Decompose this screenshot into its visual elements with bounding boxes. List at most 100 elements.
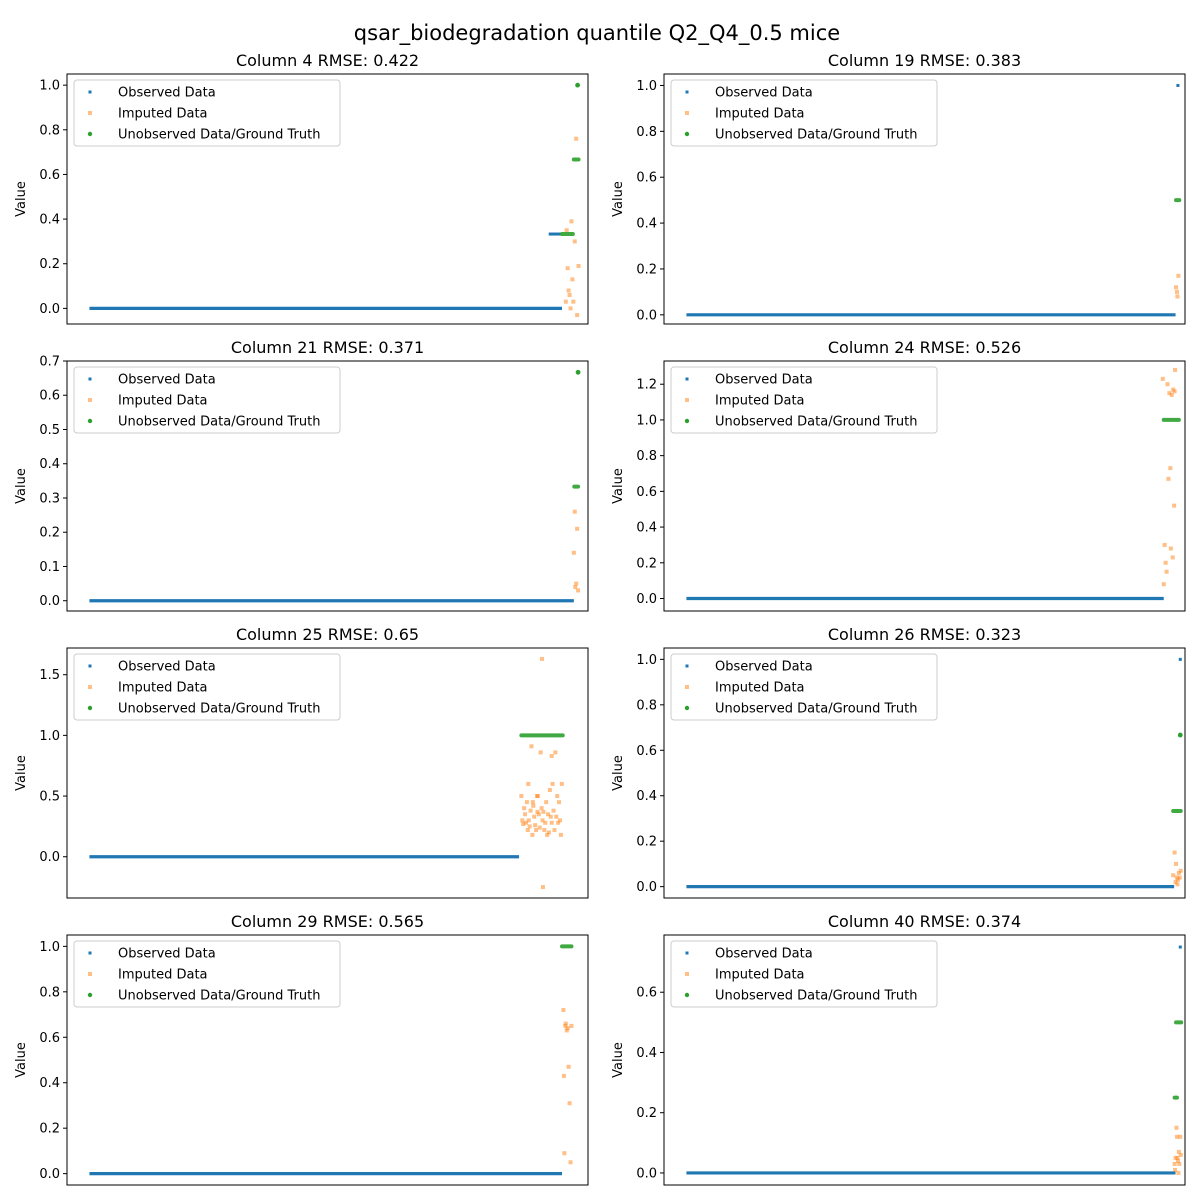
- imputed-point: [563, 1021, 568, 1026]
- imputed-point: [528, 808, 533, 813]
- imputed-point: [1178, 868, 1183, 873]
- imputed-point: [569, 219, 574, 224]
- legend-entry-ground-truth: Unobserved Data/Ground Truth: [715, 415, 917, 430]
- imputed-point: [556, 820, 561, 825]
- legend-marker: [684, 992, 690, 998]
- imputed-point: [533, 823, 538, 828]
- y-tick-label: 0.0: [39, 1167, 60, 1182]
- legend: Observed Data Imputed Data Unobserved Data…: [670, 366, 938, 434]
- y-tick-label: 0.2: [39, 526, 60, 541]
- imputed-point: [523, 820, 528, 825]
- y-tick-label: 0.0: [39, 302, 60, 317]
- imputed-point: [1172, 850, 1177, 855]
- legend-box: [670, 79, 938, 147]
- imputed-point: [1167, 391, 1172, 396]
- legend-entry-ground-truth: Unobserved Data/Ground Truth: [118, 128, 320, 143]
- panel-1: Column 4 RMSE: 0.422 Value 0.0 0.2 0.4 0.6 0.8…: [14, 51, 589, 325]
- legend-box: [73, 940, 341, 1008]
- imputed-point: [557, 800, 562, 805]
- imputed-point: [535, 794, 540, 799]
- imputed-point: [1172, 503, 1177, 508]
- y-tick-label: 0.6: [39, 389, 60, 404]
- y-tick-label: 0.5: [39, 790, 60, 805]
- y-axis-label: Value: [611, 468, 626, 504]
- observed-point: [555, 232, 559, 236]
- y-tick-label: 0.6: [39, 168, 60, 183]
- imputed-point: [1174, 1134, 1179, 1139]
- imputed-point: [552, 828, 557, 833]
- legend-entry-ground-truth: Unobserved Data/Ground Truth: [715, 989, 917, 1004]
- legend-marker: [88, 377, 92, 381]
- legend-entry-observed: Observed Data: [715, 660, 813, 675]
- legend-marker: [685, 664, 689, 668]
- legend-entry-imputed: Imputed Data: [715, 394, 805, 409]
- y-tick-label: 0.6: [636, 485, 657, 500]
- imputed-point: [576, 263, 581, 268]
- imputed-point: [571, 299, 576, 304]
- legend-marker: [685, 377, 689, 381]
- y-tick-label: 1.0: [636, 79, 657, 94]
- imputed-point: [536, 812, 541, 817]
- y-tick-label: 0.4: [39, 457, 60, 472]
- legend-box: [670, 653, 938, 721]
- imputed-point: [549, 754, 554, 759]
- imputed-point: [545, 832, 550, 837]
- imputed-point: [567, 292, 572, 297]
- imputed-point: [569, 1023, 574, 1028]
- legend-box: [73, 366, 341, 434]
- imputed-point: [1177, 875, 1182, 880]
- panels: Column 4 RMSE: 0.422 Value 0.0 0.2 0.4 0.6 0.8…: [14, 51, 1186, 1186]
- legend-marker: [87, 992, 93, 998]
- imputed-point: [1170, 555, 1175, 560]
- y-tick-label: 1.0: [39, 940, 60, 955]
- y-tick-label: 0.7: [39, 355, 60, 370]
- panel-3: Column 21 RMSE: 0.371 Value 0.0 0.1 0.2 0.3 0.…: [14, 338, 589, 612]
- legend-entry-ground-truth: Unobserved Data/Ground Truth: [118, 415, 320, 430]
- imputed-point: [557, 818, 562, 823]
- imputed-point: [1173, 367, 1178, 372]
- imputed-point: [1163, 560, 1168, 565]
- y-tick-label: 0.4: [39, 1076, 60, 1091]
- y-tick-label: 0.8: [39, 123, 60, 138]
- imputed-point: [575, 526, 580, 531]
- y-tick-label: 0.0: [636, 592, 657, 607]
- imputed-point: [539, 806, 544, 811]
- imputed-point: [561, 1073, 566, 1078]
- legend-entry-observed: Observed Data: [715, 373, 813, 388]
- figure-title: qsar_biodegradation quantile Q2_Q4_0.5 m…: [354, 21, 840, 46]
- imputed-point: [541, 809, 546, 814]
- legend-marker: [88, 951, 92, 955]
- legend-marker: [685, 90, 689, 94]
- y-tick-label: 0.0: [636, 308, 657, 323]
- y-tick-label: 0.1: [39, 560, 60, 575]
- y-tick-label: 1.2: [636, 378, 657, 393]
- legend: Observed Data Imputed Data Unobserved Data…: [73, 940, 341, 1008]
- legend-entry-observed: Observed Data: [118, 660, 216, 675]
- observed-point: [551, 232, 555, 236]
- legend-entry-observed: Observed Data: [715, 86, 813, 101]
- y-axis-label: Value: [611, 755, 626, 791]
- y-tick-label: 0.0: [636, 1166, 657, 1181]
- imputed-point: [1178, 1134, 1183, 1139]
- observed-point: [1178, 945, 1182, 949]
- imputed-point: [555, 794, 560, 799]
- y-tick-label: 0.4: [636, 1046, 657, 1061]
- y-tick-label: 1.0: [39, 79, 60, 94]
- imputed-point: [1161, 582, 1166, 587]
- observed-point: [553, 232, 557, 236]
- y-axis-label: Value: [14, 181, 29, 217]
- imputed-point: [542, 828, 547, 833]
- imputed-point: [1166, 476, 1171, 481]
- imputed-point: [529, 744, 534, 749]
- legend-marker: [87, 131, 93, 137]
- legend-marker: [88, 398, 92, 402]
- y-tick-label: 0.6: [39, 1031, 60, 1046]
- imputed-point: [1162, 542, 1167, 547]
- panel-title: Column 40 RMSE: 0.374: [828, 912, 1021, 931]
- y-tick-label: 1.0: [636, 653, 657, 668]
- legend-entry-ground-truth: Unobserved Data/Ground Truth: [715, 702, 917, 717]
- imputed-point: [553, 750, 558, 755]
- axes-frame: [663, 360, 1186, 612]
- y-axis-label: Value: [14, 1042, 29, 1078]
